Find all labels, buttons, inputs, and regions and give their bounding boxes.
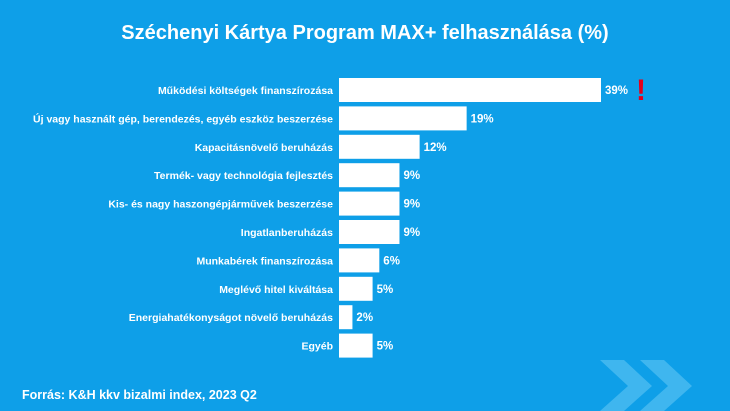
bar-4 bbox=[339, 191, 400, 216]
bar-9 bbox=[339, 333, 373, 358]
bar-6 bbox=[339, 248, 380, 273]
bar-5 bbox=[339, 220, 400, 244]
bar-0 bbox=[339, 78, 601, 102]
highlight-exclamation-icon: ! bbox=[636, 74, 646, 107]
value-label-9: 5% bbox=[377, 341, 394, 353]
category-label-6: Munkabérek finanszírozása bbox=[196, 255, 333, 267]
category-label-3: Termék- vagy technológia fejlesztés bbox=[154, 170, 333, 182]
value-label-1: 19% bbox=[471, 113, 494, 125]
category-label-8: Energiahatékonyságot növelő beruházás bbox=[129, 312, 333, 324]
bar-1 bbox=[339, 106, 467, 131]
category-label-5: Ingatlanberuházás bbox=[241, 227, 333, 239]
category-label-2: Kapacitásnövelő beruházás bbox=[195, 142, 333, 154]
category-label-0: Működési költségek finanszírozása bbox=[158, 85, 333, 97]
value-label-7: 5% bbox=[377, 284, 394, 296]
bar-7 bbox=[339, 276, 373, 301]
source-note: Forrás: K&H kkv bizalmi index, 2023 Q2 bbox=[22, 388, 257, 402]
double-chevron-icon bbox=[600, 360, 692, 411]
bar-2 bbox=[339, 134, 420, 159]
chart-title: Széchenyi Kártya Program MAX+ felhasznál… bbox=[121, 22, 609, 44]
value-label-5: 9% bbox=[403, 227, 420, 239]
bar-3 bbox=[339, 163, 400, 188]
value-label-6: 6% bbox=[383, 255, 400, 267]
category-label-1: Új vagy használt gép, berendezés, egyéb … bbox=[33, 112, 333, 125]
value-label-4: 9% bbox=[403, 199, 420, 211]
value-label-8: 2% bbox=[356, 312, 373, 324]
value-label-2: 12% bbox=[424, 142, 447, 154]
value-label-3: 9% bbox=[403, 170, 420, 182]
category-label-4: Kis- és nagy haszongépjárművek beszerzés… bbox=[108, 199, 333, 211]
category-label-9: Egyéb bbox=[301, 341, 333, 353]
bar-8 bbox=[339, 305, 353, 330]
category-label-7: Meglévő hitel kiváltása bbox=[219, 284, 333, 296]
value-label-0: 39% bbox=[605, 85, 628, 97]
